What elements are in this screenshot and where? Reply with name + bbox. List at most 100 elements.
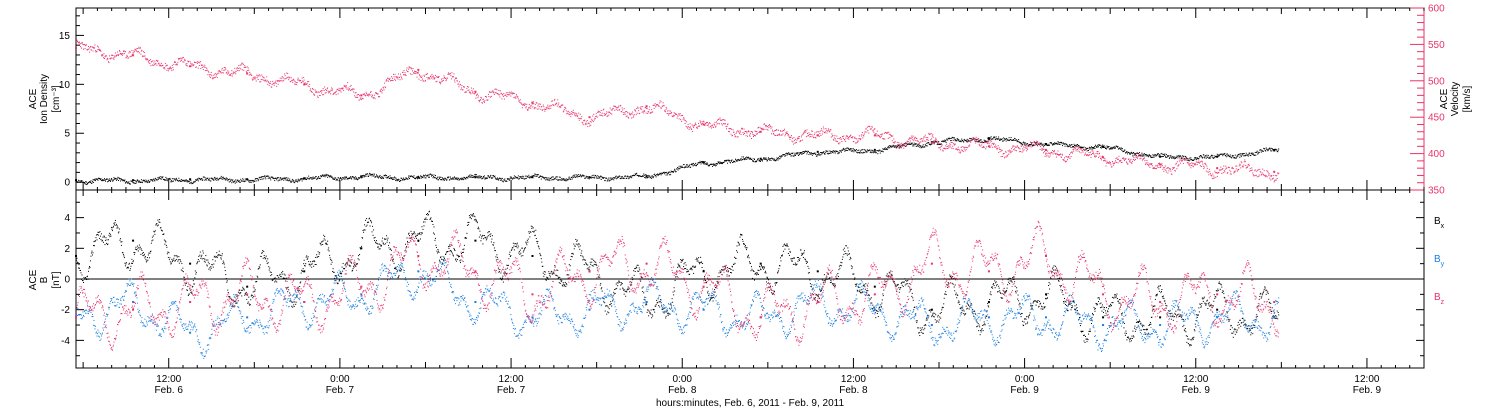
scatter-dot [629, 176, 631, 178]
scatter-dot [339, 90, 341, 92]
scatter-dot [705, 122, 707, 124]
data-point [987, 145, 990, 148]
data-point [816, 150, 819, 153]
scatter-dot [675, 171, 677, 173]
scatter-dot [399, 76, 401, 78]
scatter-dot [1267, 149, 1269, 151]
scatter-dot [455, 178, 457, 180]
scatter-dot [367, 94, 369, 96]
scatter-dot [290, 80, 292, 82]
scatter-dot [866, 126, 868, 128]
scatter-dot [1181, 160, 1183, 162]
scatter-dot [867, 125, 869, 127]
scatter-dot [581, 121, 583, 123]
scatter-dot [768, 124, 770, 126]
scatter-dot [677, 167, 679, 169]
scatter-dot [521, 177, 523, 179]
scatter-dot [1132, 155, 1134, 157]
scatter-dot [459, 83, 461, 85]
scatter-dot [612, 107, 614, 109]
scatter-dot [599, 114, 601, 116]
scatter-dot [1070, 146, 1072, 148]
scatter-dot [253, 179, 255, 181]
scatter-dot [645, 112, 647, 114]
scatter-dot [719, 123, 721, 125]
scatter-dot [145, 181, 147, 183]
scatter-dot [944, 148, 946, 150]
scatter-dot [1178, 164, 1180, 166]
scatter-dot [119, 52, 121, 54]
scatter-dot [458, 179, 460, 181]
scatter-dot [963, 138, 965, 140]
scatter-dot [849, 136, 851, 138]
scatter-dot [847, 147, 849, 149]
scatter-dot [469, 92, 471, 94]
scatter-dot [1119, 147, 1121, 149]
scatter-dot [975, 136, 977, 138]
scatter-dot [544, 110, 546, 112]
scatter-dot [671, 112, 673, 114]
scatter-dot [1009, 152, 1011, 154]
scatter-dot [804, 129, 806, 131]
scatter-dot [858, 151, 860, 153]
scatter-dot [1057, 141, 1059, 143]
scatter-dot [659, 172, 661, 174]
scatter-dot [169, 177, 171, 179]
scatter-dot [231, 180, 233, 182]
scatter-dot [910, 143, 912, 145]
scatter-dot [939, 147, 941, 149]
scatter-dot [184, 59, 186, 61]
scatter-dot [570, 178, 572, 180]
scatter-dot [630, 114, 632, 116]
scatter-dot [721, 123, 723, 125]
scatter-dot [255, 178, 257, 180]
scatter-dot [76, 40, 78, 42]
scatter-dot [269, 177, 271, 179]
scatter-dot [584, 124, 586, 126]
scatter-dot [389, 78, 391, 80]
scatter-dot [907, 143, 909, 145]
scatter-dot [211, 177, 213, 179]
scatter-dot [603, 108, 605, 110]
scatter-dot [1204, 155, 1206, 157]
scatter-dot [485, 96, 487, 98]
scatter-dot [1076, 145, 1078, 147]
scatter-dot [1256, 170, 1258, 172]
scatter-dot [993, 142, 995, 144]
scatter-dot [292, 181, 294, 183]
scatter-dot [999, 138, 1001, 140]
scatter-dot [1221, 153, 1223, 155]
scatter-dot [396, 179, 398, 181]
scatter-dot [438, 176, 440, 178]
scatter-dot [1189, 157, 1191, 159]
scatter-dot [1084, 154, 1086, 156]
scatter-dot [340, 177, 342, 179]
scatter-dot [944, 139, 946, 141]
scatter-dot [975, 140, 977, 142]
scatter-dot [127, 182, 129, 184]
scatter-dot [1058, 154, 1060, 156]
scatter-dot [796, 137, 798, 139]
scatter-dot [609, 179, 611, 181]
scatter-dot [831, 151, 833, 153]
scatter-dot [214, 176, 216, 178]
scatter-dot [576, 175, 578, 177]
scatter-dot [677, 115, 679, 117]
scatter-dot [125, 57, 127, 59]
scatter-dot [516, 95, 518, 97]
scatter-dot [717, 119, 719, 121]
scatter-dot [325, 92, 327, 94]
scatter-dot [118, 50, 120, 52]
scatter-dot [1131, 152, 1133, 154]
scatter-dot [132, 52, 134, 54]
scatter-dot [128, 51, 130, 53]
scatter-dot [212, 78, 214, 80]
scatter-dot [1120, 148, 1122, 150]
scatter-dot [648, 111, 650, 113]
scatter-dot [817, 131, 819, 133]
scatter-dot [1134, 159, 1136, 161]
scatter-dot [1154, 165, 1156, 167]
scatter-dot [179, 179, 181, 181]
scatter-dot [908, 138, 910, 140]
scatter-dot [936, 141, 938, 143]
